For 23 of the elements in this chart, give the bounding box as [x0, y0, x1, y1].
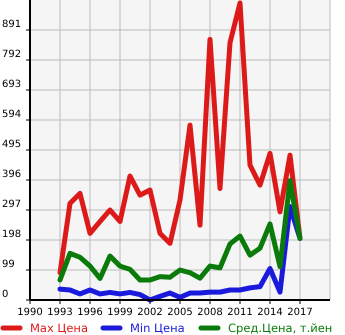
y-tick-label: 495	[2, 139, 22, 150]
y-tick-label: 792	[2, 49, 22, 60]
y-tick-label: 0	[2, 289, 8, 300]
x-tick-label: 2011	[227, 307, 253, 318]
legend-label: Сред.Цена, т.йен	[228, 321, 332, 335]
x-tick-label: 2008	[197, 307, 223, 318]
y-tick-label: 594	[2, 109, 22, 120]
legend-label: Min Цена	[130, 321, 185, 335]
x-tick-label: 2014	[257, 307, 283, 318]
x-tick-label: 2005	[167, 307, 193, 318]
y-tick-label: 99	[2, 259, 15, 270]
y-tick-label: 891	[2, 19, 22, 30]
x-tick-label: 2002	[137, 307, 163, 318]
y-tick-label: 198	[2, 229, 22, 240]
x-tick-label: 1993	[47, 307, 73, 318]
x-tick-label: 2017	[287, 307, 313, 318]
x-tick-label: 1996	[77, 307, 103, 318]
x-tick-label: 1999	[107, 307, 133, 318]
y-tick-label: 693	[2, 79, 22, 90]
y-tick-label: 297	[2, 199, 22, 210]
y-tick-label: 396	[2, 169, 22, 180]
x-tick-label: 1990	[17, 307, 43, 318]
legend-label: Max Цена	[30, 321, 88, 335]
